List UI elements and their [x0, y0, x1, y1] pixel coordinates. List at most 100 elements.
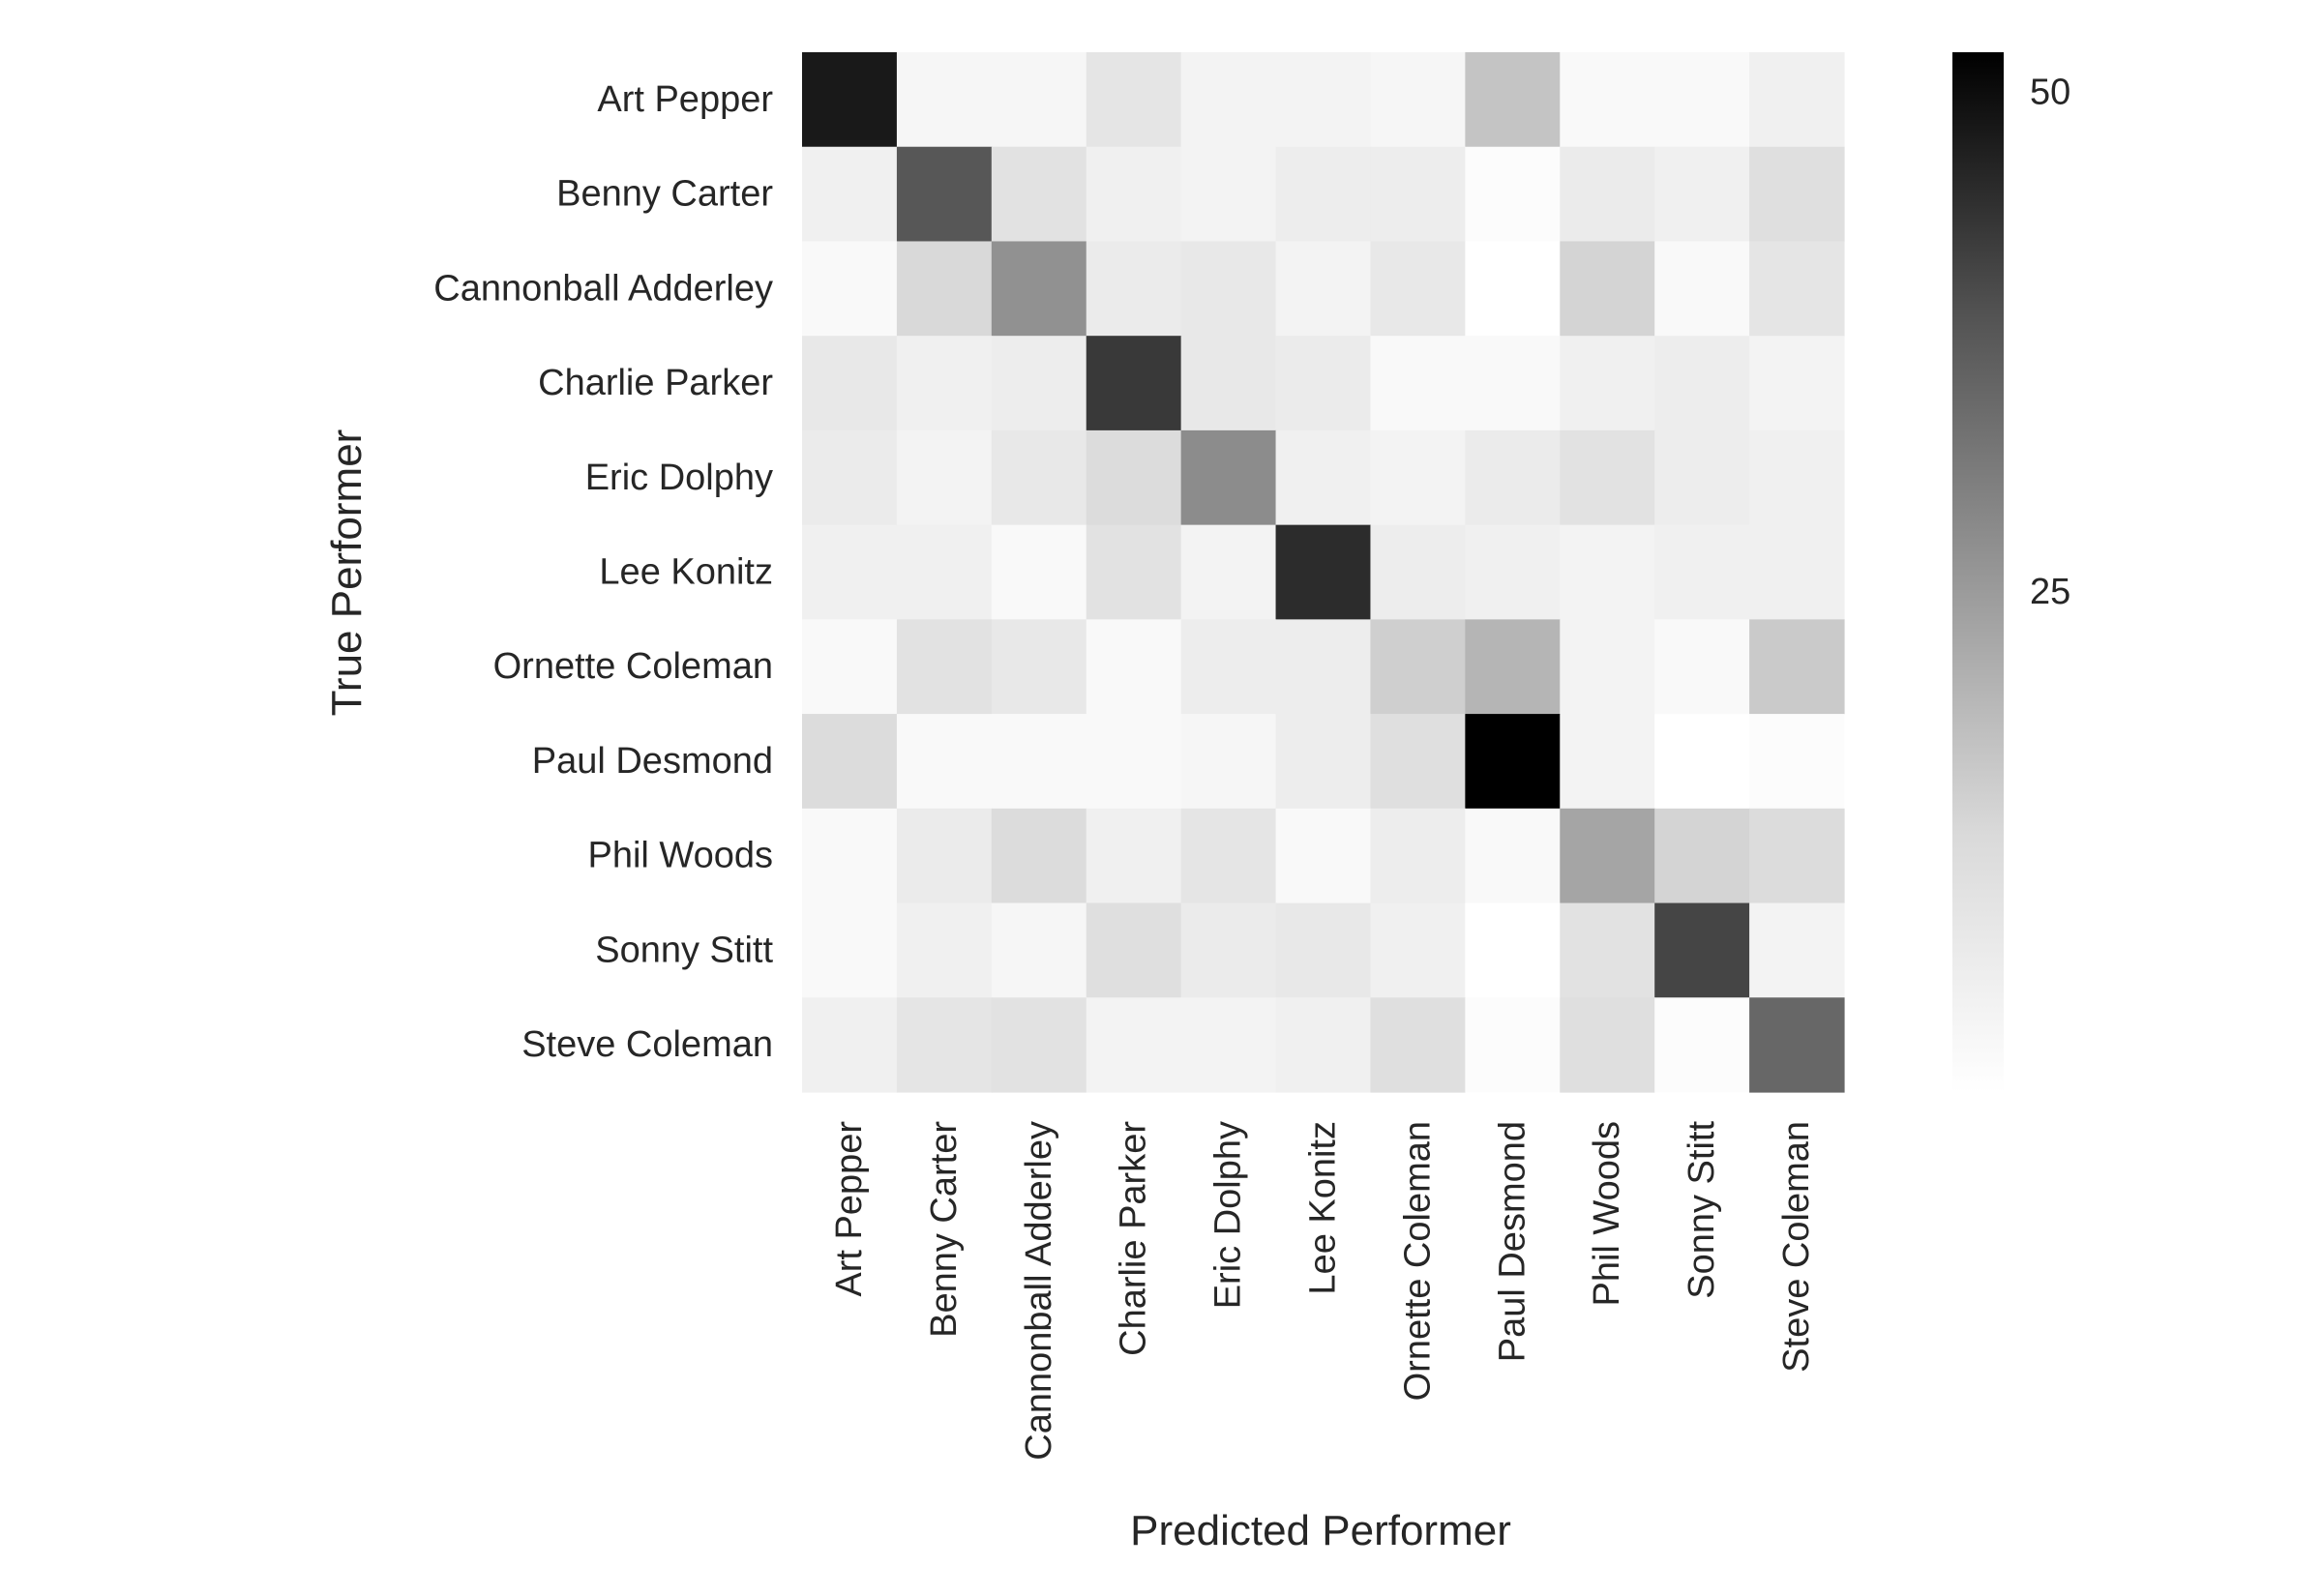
heatmap-cell [991, 902, 1087, 998]
x-axis-title: Predicted Performer [1130, 1507, 1511, 1554]
heatmap-cell [802, 524, 898, 620]
heatmap-cell [991, 524, 1087, 620]
y-tick-label: Phil Woods [587, 836, 773, 876]
heatmap-cell [896, 997, 993, 1093]
heatmap-cell [1370, 619, 1466, 715]
heatmap-cell [1749, 714, 1845, 810]
heatmap-cell [1560, 808, 1655, 904]
heatmap-cell [1654, 524, 1750, 620]
heatmap-cell [1465, 146, 1561, 243]
heatmap-cell [1749, 52, 1845, 148]
heatmap-cell [1370, 146, 1466, 243]
heatmap-cell [1370, 429, 1466, 526]
heatmap-cell [1086, 714, 1182, 810]
heatmap-cell [1275, 524, 1372, 620]
heatmap-cell [1465, 714, 1561, 810]
heatmap-cell [896, 429, 993, 526]
heatmap-cell [802, 146, 898, 243]
heatmap-cell [1180, 241, 1277, 337]
heatmap-cell [1275, 336, 1372, 431]
heatmap-cell [1749, 241, 1845, 337]
heatmap-cell [1560, 52, 1655, 148]
colorbar-tick-label: 50 [2030, 72, 2070, 112]
y-axis-title: True Performer [323, 429, 371, 717]
heatmap-cell [1465, 429, 1561, 526]
heatmap-cell [1275, 429, 1372, 526]
y-tick-label: Ornette Coleman [493, 646, 773, 687]
heatmap-cell [1370, 336, 1466, 431]
heatmap-cell [1370, 714, 1466, 810]
x-tick-label: Cannonball Adderley [1019, 1121, 1059, 1461]
heatmap-cell [1654, 619, 1750, 715]
heatmap-cell [1654, 902, 1750, 998]
heatmap-cell [802, 619, 898, 715]
heatmap-cell [1275, 146, 1372, 243]
heatmap-cell [1654, 808, 1750, 904]
x-tick-label: Sonny Stitt [1682, 1121, 1722, 1299]
heatmap-cell [1370, 524, 1466, 620]
heatmap-cell [991, 146, 1087, 243]
heatmap-cell [896, 241, 993, 337]
heatmap-cell [1370, 902, 1466, 998]
colorbar [1952, 52, 2004, 1092]
heatmap-cell [1654, 241, 1750, 337]
heatmap-cell [1560, 902, 1655, 998]
heatmap-cells [802, 52, 1845, 1093]
x-tick-label: Eric Dolphy [1208, 1121, 1249, 1309]
y-tick-label: Charlie Parker [538, 363, 773, 403]
heatmap-cell [1275, 714, 1372, 810]
heatmap-cell [1086, 241, 1182, 337]
heatmap-cell [1749, 146, 1845, 243]
heatmap-cell [991, 714, 1087, 810]
heatmap-cell [1180, 808, 1277, 904]
heatmap-cell [1086, 902, 1182, 998]
heatmap-cell [1465, 241, 1561, 337]
x-tick-label: Benny Carter [924, 1121, 965, 1338]
heatmap-cell [896, 52, 993, 148]
heatmap-cell [802, 808, 898, 904]
heatmap-cell [1749, 997, 1845, 1093]
heatmap-cell [1465, 619, 1561, 715]
heatmap-cell [991, 241, 1087, 337]
heatmap-cell [1465, 902, 1561, 998]
heatmap-cell [1654, 146, 1750, 243]
heatmap-cell [991, 808, 1087, 904]
heatmap-cell [1560, 714, 1655, 810]
y-tick-labels: Art Pepper Benny Carter Cannonball Adderle… [433, 79, 773, 1065]
heatmap-cell [991, 429, 1087, 526]
heatmap-cell [1180, 52, 1277, 148]
colorbar-ticks: 50 25 [2030, 72, 2070, 612]
heatmap-cell [1086, 619, 1182, 715]
heatmap-cell [991, 619, 1087, 715]
heatmap-cell [1086, 336, 1182, 431]
heatmap-cell [1086, 52, 1182, 148]
y-tick-label: Cannonball Adderley [433, 268, 773, 309]
heatmap-cell [1275, 997, 1372, 1093]
heatmap-cell [1654, 429, 1750, 526]
heatmap-cell [896, 146, 993, 243]
heatmap-cell [1560, 241, 1655, 337]
heatmap-cell [991, 997, 1087, 1093]
heatmap-cell [1086, 997, 1182, 1093]
heatmap-cell [1654, 336, 1750, 431]
heatmap-cell [1465, 52, 1561, 148]
heatmap-cell [1560, 336, 1655, 431]
heatmap-cell [1749, 429, 1845, 526]
heatmap-cell [1370, 808, 1466, 904]
heatmap-cell [1180, 146, 1277, 243]
x-tick-label: Art Pepper [829, 1121, 870, 1297]
heatmap-cell [1275, 619, 1372, 715]
heatmap-cell [1180, 429, 1277, 526]
heatmap-cell [1180, 524, 1277, 620]
heatmap-cell [896, 336, 993, 431]
heatmap-cell [1749, 619, 1845, 715]
heatmap-cell [802, 714, 898, 810]
heatmap-cell [896, 902, 993, 998]
heatmap-cell [1749, 902, 1845, 998]
heatmap-cell [1654, 52, 1750, 148]
heatmap-cell [1465, 524, 1561, 620]
heatmap-cell [1275, 52, 1372, 148]
heatmap-cell [1180, 997, 1277, 1093]
